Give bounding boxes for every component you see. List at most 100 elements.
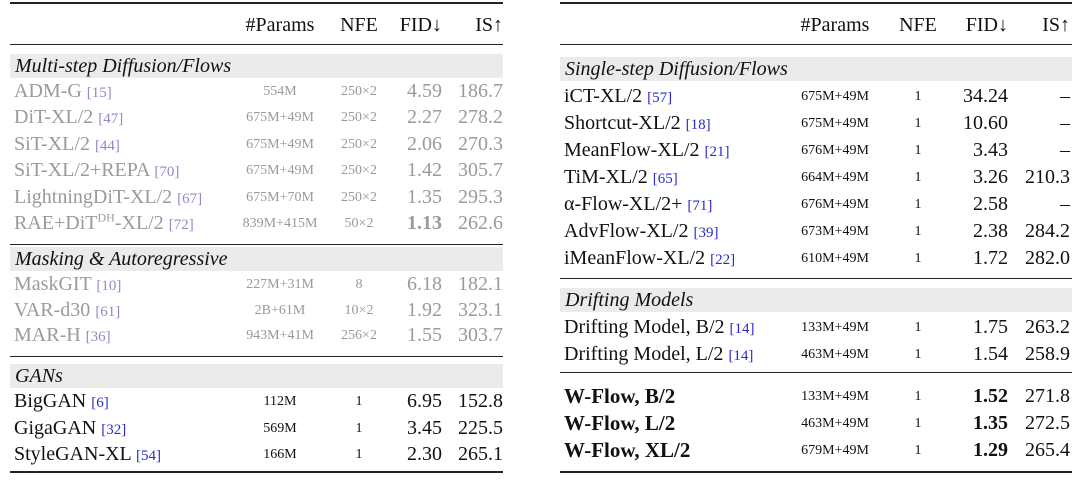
params-value: 569M — [263, 421, 297, 436]
params-value: 554M — [263, 84, 297, 99]
model-name-text: LightningDiT-XL/2 — [14, 186, 173, 208]
model-name-text: ADM-G — [14, 80, 82, 102]
is-value: 210.3 — [1025, 166, 1070, 188]
table-row: iMeanFlow-XL/2 [22] 610M+49M 1 1.72 282.0 — [560, 246, 1072, 271]
citation: [44] — [94, 138, 120, 154]
model-name: GigaGAN [32] — [14, 416, 126, 441]
fid-value: 4.59 — [407, 80, 442, 102]
section-header: Drifting Models — [560, 288, 1072, 312]
fid-value: 1.72 — [973, 247, 1008, 269]
fid-value: 6.18 — [407, 273, 442, 295]
citation: [39] — [693, 225, 719, 241]
table-row: W-Flow, XL/2 679M+49M 1 1.29 265.4 — [560, 438, 1072, 463]
model-name-text: W-Flow, B/2 — [564, 384, 676, 408]
fid-value: 1.54 — [973, 343, 1008, 365]
is-value: 270.3 — [458, 133, 503, 155]
is-value: 278.2 — [458, 106, 503, 128]
nfe-value: 1 — [914, 197, 922, 212]
params-value: 463M+49M — [801, 416, 869, 431]
model-name-text: W-Flow, L/2 — [564, 411, 676, 435]
model-name: Drifting Model, B/2 [14] — [564, 315, 755, 340]
model-name: Drifting Model, L/2 [14] — [564, 342, 753, 367]
model-name: LightningDiT-XL/2 [67] — [14, 185, 202, 210]
nfe-value: 256×2 — [341, 328, 377, 343]
table-row: ADM-G [15] 554M 250×2 4.59 186.7 — [10, 79, 503, 104]
model-name: W-Flow, L/2 — [564, 411, 675, 436]
model-name-text: DiT-XL/2 — [14, 106, 94, 128]
model-name-text: BigGAN — [14, 390, 87, 412]
header-row: #Params NFE FID↓ IS↑ — [560, 13, 1072, 38]
citation: [10] — [96, 278, 122, 294]
nfe-value: 1 — [914, 443, 922, 458]
model-name-text: MAR-H — [14, 324, 81, 346]
model-name: MaskGIT [10] — [14, 272, 121, 297]
model-name-text: SiT-XL/2 — [14, 133, 90, 155]
model-name: AdvFlow-XL/2 [39] — [564, 219, 718, 244]
is-header: IS↑ — [475, 14, 503, 36]
params-value: 673M+49M — [801, 224, 869, 239]
fid-header: FID↓ — [965, 14, 1008, 36]
nfe-value: 8 — [355, 277, 363, 292]
is-value: 262.6 — [458, 212, 503, 234]
nfe-value: 1 — [914, 143, 922, 158]
is-value: 271.8 — [1025, 385, 1070, 407]
table-row: RAE+DiTDH-XL/2 [72] 839M+415M 50×2 1.13 262.… — [10, 211, 503, 236]
model-name-text: RAE+DiT — [14, 212, 98, 234]
is-value: 258.9 — [1025, 343, 1070, 365]
section-header: Masking & Autoregressive — [10, 247, 503, 271]
model-name: VAR-d30 [61] — [14, 298, 120, 323]
fid-value: 1.92 — [407, 299, 442, 321]
model-name-text: GigaGAN — [14, 417, 97, 439]
citation: [6] — [91, 395, 109, 411]
model-name: iCT-XL/2 [57] — [564, 84, 672, 109]
table-row: Drifting Model, L/2 [14] 463M+49M 1 1.54 258… — [560, 342, 1072, 367]
nfe-value: 250×2 — [341, 137, 377, 152]
table-row: BigGAN [6] 112M 1 6.95 152.8 — [10, 389, 503, 414]
model-name: ADM-G [15] — [14, 79, 112, 104]
table-row: SiT-XL/2 [44] 675M+49M 250×2 2.06 270.3 — [10, 132, 503, 157]
model-name: TiM-XL/2 [65] — [564, 165, 678, 190]
model-name-text: TiM-XL/2 — [564, 166, 648, 188]
table-row: SiT-XL/2+REPA [70] 675M+49M 250×2 1.42 305.7 — [10, 158, 503, 183]
citation: [18] — [685, 117, 711, 133]
model-name-suffix: -XL/2 — [114, 212, 164, 234]
params-value: 943M+41M — [246, 328, 314, 343]
params-value: 675M+49M — [246, 110, 314, 125]
params-value: 676M+49M — [801, 143, 869, 158]
table-row: Drifting Model, B/2 [14] 133M+49M 1 1.75 263… — [560, 315, 1072, 340]
nfe-value: 1 — [355, 394, 363, 409]
citation: [70] — [154, 164, 180, 180]
is-value: 272.5 — [1025, 412, 1070, 434]
model-name-text: SiT-XL/2+REPA — [14, 159, 150, 181]
model-name-text: iMeanFlow-XL/2 — [564, 247, 706, 269]
nfe-value: 250×2 — [341, 110, 377, 125]
nfe-header: NFE — [340, 14, 378, 36]
fid-value: 1.35 — [973, 412, 1008, 434]
is-header: IS↑ — [1042, 14, 1070, 36]
nfe-value: 1 — [914, 389, 922, 404]
params-header: #Params — [245, 14, 315, 36]
fid-value: 1.52 — [973, 385, 1008, 407]
table-row: VAR-d30 [61] 2B+61M 10×2 1.92 323.1 — [10, 298, 503, 323]
params-value: 463M+49M — [801, 347, 869, 362]
citation: [61] — [95, 304, 121, 320]
nfe-value: 1 — [914, 320, 922, 335]
nfe-value: 50×2 — [344, 216, 374, 231]
model-name-text: StyleGAN-XL — [14, 443, 132, 465]
is-value: 323.1 — [458, 299, 503, 321]
section-header: GANs — [10, 364, 503, 388]
model-name: BigGAN [6] — [14, 389, 109, 414]
params-header: #Params — [800, 14, 870, 36]
params-value: 675M+49M — [246, 137, 314, 152]
model-name-text: W-Flow, XL/2 — [564, 438, 691, 462]
header-row: #Params NFE FID↓ IS↑ — [10, 13, 503, 38]
table-row: StyleGAN-XL [54] 166M 1 2.30 265.1 — [10, 442, 503, 467]
nfe-value: 1 — [914, 224, 922, 239]
is-value: 295.3 — [458, 186, 503, 208]
nfe-value: 1 — [914, 251, 922, 266]
bottom-rule — [10, 471, 503, 473]
is-value: 265.4 — [1025, 439, 1070, 461]
table-row: Shortcut-XL/2 [18] 675M+49M 1 10.60 – — [560, 111, 1072, 136]
table-row: TiM-XL/2 [65] 664M+49M 1 3.26 210.3 — [560, 165, 1072, 190]
nfe-value: 1 — [914, 416, 922, 431]
